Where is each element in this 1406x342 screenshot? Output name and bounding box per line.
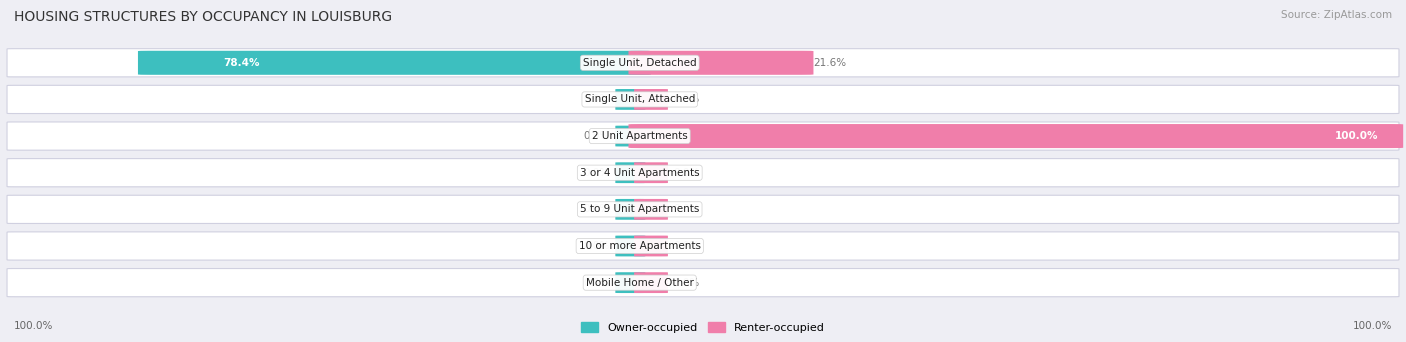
Text: 10 or more Apartments: 10 or more Apartments bbox=[579, 241, 700, 251]
Text: 0.0%: 0.0% bbox=[673, 168, 700, 178]
Text: 78.4%: 78.4% bbox=[222, 58, 259, 68]
Text: 0.0%: 0.0% bbox=[583, 131, 610, 141]
FancyBboxPatch shape bbox=[616, 162, 645, 183]
FancyBboxPatch shape bbox=[138, 51, 651, 75]
Text: Single Unit, Attached: Single Unit, Attached bbox=[585, 94, 695, 104]
Text: 5 to 9 Unit Apartments: 5 to 9 Unit Apartments bbox=[581, 205, 699, 214]
FancyBboxPatch shape bbox=[634, 272, 668, 293]
Text: 0.0%: 0.0% bbox=[583, 168, 610, 178]
Text: 0.0%: 0.0% bbox=[673, 241, 700, 251]
Text: 0.0%: 0.0% bbox=[673, 205, 700, 214]
Text: 100.0%: 100.0% bbox=[1353, 321, 1392, 331]
FancyBboxPatch shape bbox=[7, 159, 1399, 187]
FancyBboxPatch shape bbox=[616, 236, 645, 256]
Text: 3 or 4 Unit Apartments: 3 or 4 Unit Apartments bbox=[579, 168, 700, 178]
FancyBboxPatch shape bbox=[7, 195, 1399, 223]
Text: Single Unit, Detached: Single Unit, Detached bbox=[583, 58, 696, 68]
Text: 100.0%: 100.0% bbox=[14, 321, 53, 331]
FancyBboxPatch shape bbox=[634, 162, 668, 183]
Text: 0.0%: 0.0% bbox=[583, 94, 610, 104]
FancyBboxPatch shape bbox=[628, 124, 1403, 148]
FancyBboxPatch shape bbox=[616, 126, 645, 146]
Text: 21.6%: 21.6% bbox=[814, 58, 846, 68]
FancyBboxPatch shape bbox=[7, 49, 1399, 77]
FancyBboxPatch shape bbox=[7, 85, 1399, 114]
FancyBboxPatch shape bbox=[616, 199, 645, 220]
Text: 0.0%: 0.0% bbox=[673, 278, 700, 288]
Text: HOUSING STRUCTURES BY OCCUPANCY IN LOUISBURG: HOUSING STRUCTURES BY OCCUPANCY IN LOUIS… bbox=[14, 10, 392, 24]
FancyBboxPatch shape bbox=[616, 89, 645, 110]
Text: Mobile Home / Other: Mobile Home / Other bbox=[586, 278, 693, 288]
FancyBboxPatch shape bbox=[634, 236, 668, 256]
Text: 100.0%: 100.0% bbox=[1334, 131, 1378, 141]
Text: 0.0%: 0.0% bbox=[583, 205, 610, 214]
Text: 2 Unit Apartments: 2 Unit Apartments bbox=[592, 131, 688, 141]
Text: Source: ZipAtlas.com: Source: ZipAtlas.com bbox=[1281, 10, 1392, 20]
FancyBboxPatch shape bbox=[7, 268, 1399, 297]
FancyBboxPatch shape bbox=[7, 232, 1399, 260]
FancyBboxPatch shape bbox=[634, 199, 668, 220]
FancyBboxPatch shape bbox=[616, 272, 645, 293]
FancyBboxPatch shape bbox=[7, 122, 1399, 150]
Text: 0.0%: 0.0% bbox=[583, 241, 610, 251]
FancyBboxPatch shape bbox=[634, 89, 668, 110]
FancyBboxPatch shape bbox=[628, 51, 814, 75]
Legend: Owner-occupied, Renter-occupied: Owner-occupied, Renter-occupied bbox=[578, 319, 828, 337]
Text: 0.0%: 0.0% bbox=[673, 94, 700, 104]
Text: 0.0%: 0.0% bbox=[583, 278, 610, 288]
